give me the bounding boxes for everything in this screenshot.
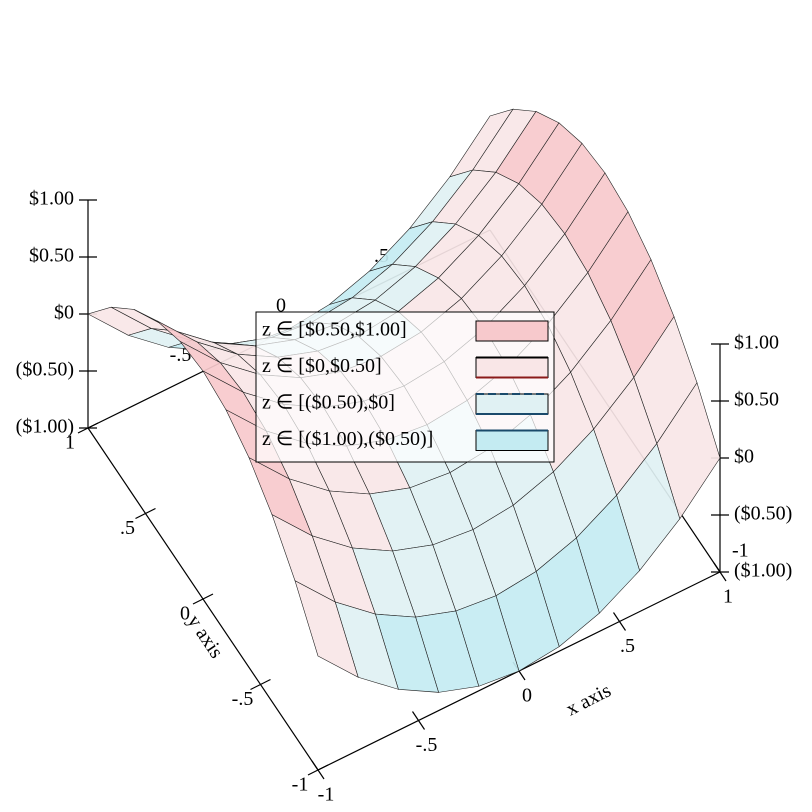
z-tick-label: $0.50 [29,245,74,267]
legend-label: z ∈ [($1.00),($0.50)] [262,428,433,450]
x-tick-label: 0 [522,685,532,707]
z-tick-label: ($1.00) [16,416,74,438]
legend-swatch [475,430,549,451]
x-tick [412,711,425,730]
y-tick-label-back: -1 [732,540,749,562]
surface-patch [294,580,359,678]
x-tick-label: -1 [318,784,335,806]
z-tick-label: $0 [734,446,754,468]
legend-label: z ∈ [($0.50),$0] [262,392,395,414]
x-axis-label: x axis [563,679,615,720]
y-tick-label: -1 [292,774,309,796]
y-axis-label: y axis [183,611,228,663]
x-tick [613,612,626,631]
y-tick-label: .5 [120,517,135,539]
x-tick-label: 1 [723,586,733,608]
z-tick-label: ($1.00) [734,560,792,582]
z-tick-label: $1.00 [29,188,74,210]
z-tick-label: ($0.50) [734,503,792,525]
y-tick-label: 1 [65,432,75,454]
y-tick-label: 0 [180,603,190,625]
z-tick-label: ($0.50) [16,359,74,381]
legend-swatch [475,357,549,378]
legend-swatch [475,320,549,342]
y-tick [250,678,271,691]
z-tick-label: $0.50 [734,389,779,411]
legend-swatch [475,393,549,415]
z-tick-label: $0 [54,302,74,324]
y-tick [307,764,329,776]
z-tick-label: $1.00 [734,332,779,354]
y-tick-label: -.5 [232,688,254,710]
legend: z ∈ [$0.50,$1.00] z ∈ [$0,$0.50] z ∈ [($0.… [255,311,555,463]
x-tick-label-back: -.5 [170,344,192,366]
x-tick-label: -.5 [416,734,438,756]
x-tick-label: .5 [620,635,635,657]
y-tick [192,593,214,605]
legend-label: z ∈ [$0,$0.50] [262,355,382,377]
y-tick [135,507,156,520]
x-tick-label-back: 0 [276,295,286,317]
legend-label: z ∈ [$0.50,$1.00] [262,319,407,341]
